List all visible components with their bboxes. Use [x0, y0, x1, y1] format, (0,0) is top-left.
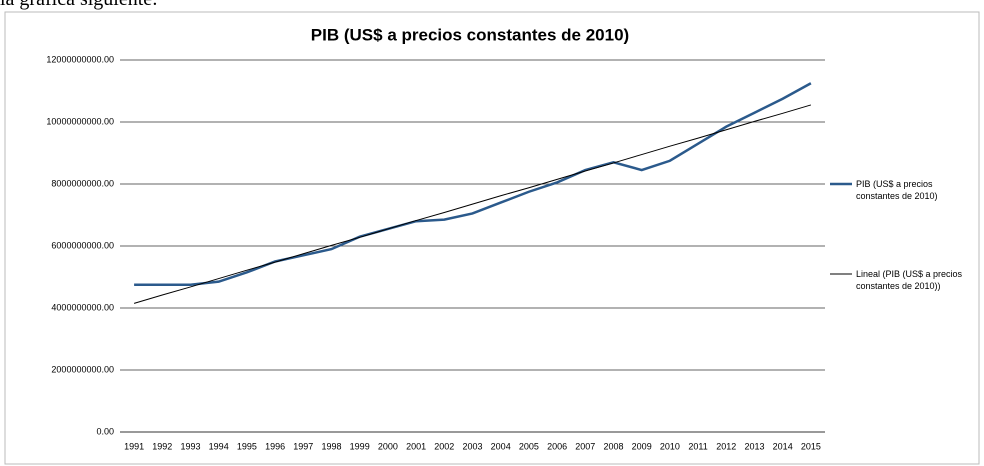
x-tick-label: 1995: [237, 441, 257, 451]
chart-frame: [4, 11, 980, 465]
y-tick-label: 10000000000.00: [46, 116, 114, 126]
x-tick-label: 2013: [744, 441, 764, 451]
x-tick-label: 1991: [124, 441, 144, 451]
intro-text: la gráfica siguiente:: [0, 0, 158, 11]
x-tick-label: 2000: [378, 441, 398, 451]
x-tick-label: 2004: [491, 441, 511, 451]
x-tick-label: 1993: [180, 441, 200, 451]
x-tick-label: 1999: [350, 441, 370, 451]
series-line: [134, 82, 812, 286]
y-tick-label: 2000000000.00: [51, 364, 114, 374]
x-tick-label: 2009: [632, 441, 652, 451]
series-line: [133, 104, 812, 304]
x-tick-label: 1996: [265, 441, 285, 451]
y-tick-label: 12000000000.00: [46, 54, 114, 64]
y-tick-label: 6000000000.00: [51, 240, 114, 250]
x-tick-label: 2010: [660, 441, 680, 451]
legend-label: PIB (US$ a precios constantes de 2010): [856, 179, 938, 201]
x-tick-label: 1994: [209, 441, 229, 451]
x-tick-label: 2008: [603, 441, 623, 451]
x-tick-label: 1992: [152, 441, 172, 451]
x-tick-label: 2012: [716, 441, 736, 451]
chart-title: PIB (US$ a precios constantes de 2010): [311, 25, 629, 44]
x-tick-label: 2002: [434, 441, 454, 451]
x-tick-label: 2011: [688, 441, 707, 451]
y-tick-label: 8000000000.00: [51, 178, 114, 188]
x-tick-label: 2006: [547, 441, 567, 451]
x-tick-label: 2001: [406, 441, 426, 451]
legend-label: Lineal (PIB (US$ a precios constantes de…: [856, 269, 963, 291]
y-tick-label: 4000000000.00: [51, 302, 114, 312]
y-tick-label: 0.00: [96, 426, 114, 436]
x-tick-label: 2003: [462, 441, 482, 451]
x-tick-label: 2015: [801, 441, 821, 451]
x-tick-label: 1998: [321, 441, 341, 451]
x-tick-label: 2005: [519, 441, 539, 451]
x-tick-label: 2007: [575, 441, 595, 451]
x-tick-label: 2014: [773, 441, 793, 451]
x-tick-label: 1997: [293, 441, 313, 451]
